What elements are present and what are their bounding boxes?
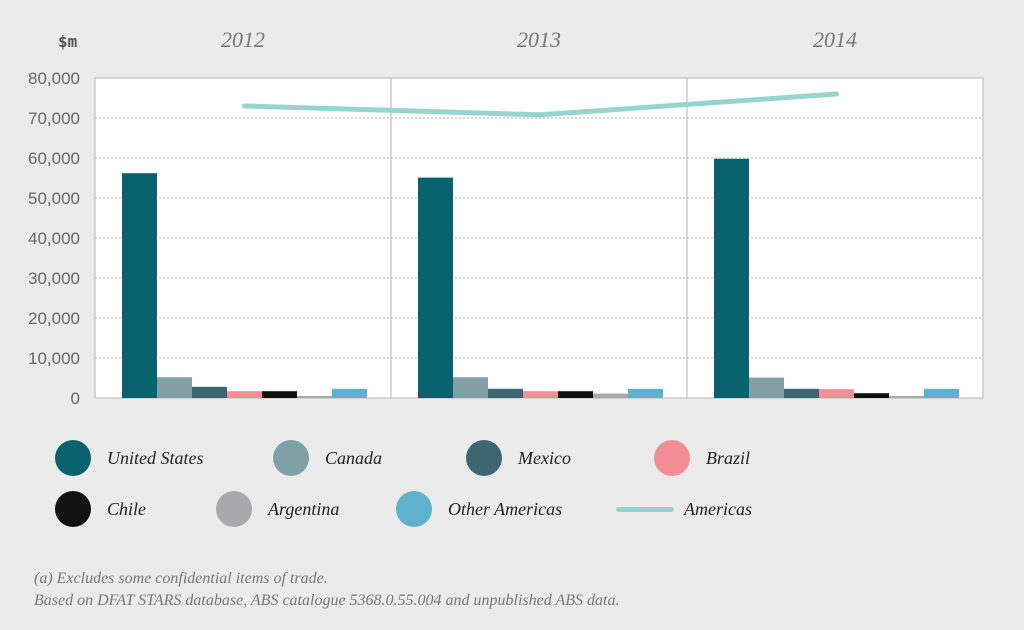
bar-other-americas-2013 [628, 388, 663, 398]
y-tick-label: 20,000 [28, 309, 80, 328]
y-tick-label: 50,000 [28, 189, 80, 208]
bar-canada-2012 [157, 377, 192, 398]
y-tick-label: 70,000 [28, 109, 80, 128]
y-tick-label: 80,000 [28, 69, 80, 88]
y-axis: 0 10,000 20,000 30,000 40,000 50,000 60,000 70,… [28, 69, 80, 408]
bar-argentina-2012 [297, 396, 332, 398]
bar-mexico-2013 [488, 388, 523, 398]
y-tick-label: 30,000 [28, 269, 80, 288]
year-label-2012: 2012 [221, 27, 265, 52]
y-tick-label: 60,000 [28, 149, 80, 168]
bar-layer [122, 158, 959, 398]
unit-label: $m [58, 32, 78, 51]
bar-canada-2013 [453, 377, 488, 398]
year-labels: 2012 2013 2014 [221, 27, 857, 52]
line-layer [242, 91, 839, 118]
bar-brazil-2012 [227, 391, 262, 398]
bar-united-states-2013 [418, 177, 453, 398]
y-tick-label: 10,000 [28, 349, 80, 368]
bar-brazil-2013 [523, 391, 558, 398]
y-tick-label: 0 [71, 389, 80, 408]
bar-chile-2013 [558, 391, 593, 398]
bar-other-americas-2012 [332, 388, 367, 398]
footnotes: (a) Excludes some confidential items of … [34, 568, 619, 612]
bar-argentina-2014 [889, 396, 924, 398]
bar-mexico-2012 [192, 386, 227, 398]
year-label-2014: 2014 [813, 27, 857, 52]
bar-united-states-2012 [122, 173, 157, 398]
bar-other-americas-2014 [924, 388, 959, 398]
bar-canada-2014 [749, 377, 784, 398]
bar-brazil-2014 [819, 389, 854, 398]
year-label-2013: 2013 [517, 27, 561, 52]
bar-chile-2014 [854, 393, 889, 398]
bar-chile-2012 [262, 391, 297, 398]
bar-united-states-2014 [714, 158, 749, 398]
bar-argentina-2013 [593, 393, 628, 398]
footnote-exclusions: (a) Excludes some confidential items of … [34, 570, 328, 587]
grid-lines [95, 78, 983, 398]
y-tick-label: 40,000 [28, 229, 80, 248]
line-americas [242, 91, 839, 118]
bar-mexico-2014 [784, 388, 819, 398]
footnote-source: Based on DFAT STARS database, ABS catalo… [34, 592, 620, 609]
